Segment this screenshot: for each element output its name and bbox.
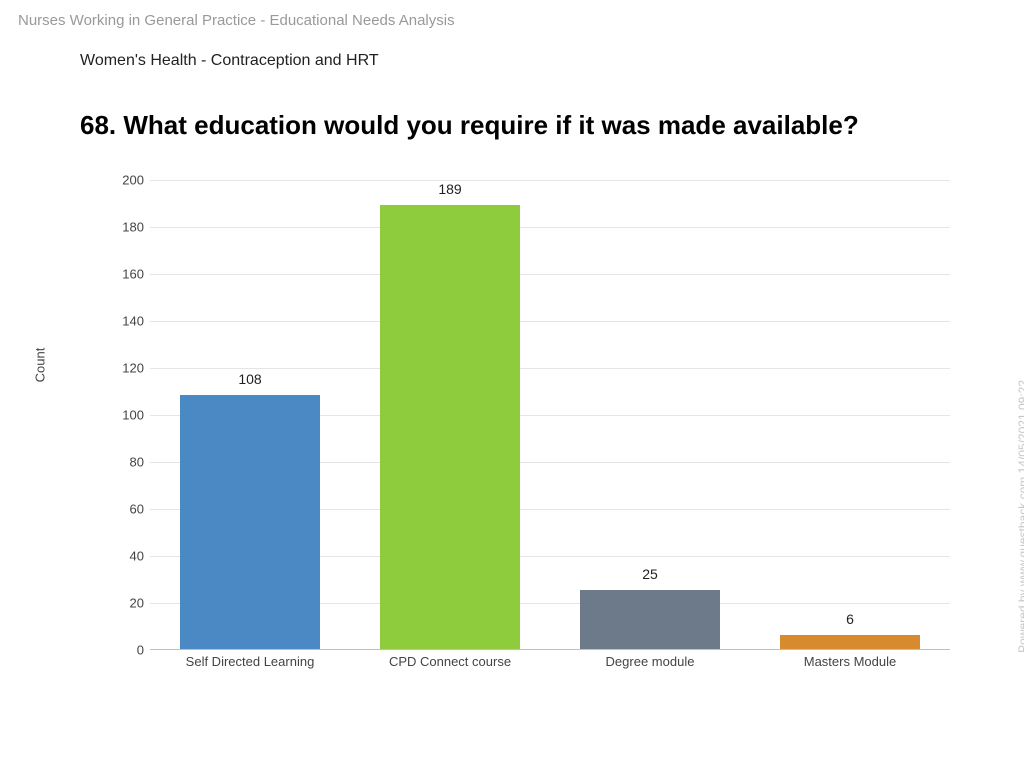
bar — [180, 395, 320, 649]
x-tick-label: CPD Connect course — [350, 654, 550, 669]
section-title: Women's Health - Contraception and HRT — [80, 52, 379, 70]
question-title: 68. What education would you require if … — [80, 110, 859, 141]
bar-slot: 6 — [750, 179, 950, 649]
bar — [780, 635, 920, 649]
bar-chart: Count 108189256 020406080100120140160180… — [80, 160, 960, 700]
y-tick-label: 80 — [110, 455, 144, 470]
bar-slot: 189 — [350, 179, 550, 649]
document-header: Nurses Working in General Practice - Edu… — [18, 12, 455, 29]
y-tick-label: 180 — [110, 220, 144, 235]
y-tick-label: 0 — [110, 643, 144, 658]
y-tick-label: 200 — [110, 173, 144, 188]
y-tick-label: 140 — [110, 314, 144, 329]
credit-text: Powered by www.questback.com 14/05/2021 … — [1016, 380, 1024, 653]
bar — [580, 590, 720, 649]
y-axis-title: Count — [33, 315, 48, 415]
y-tick-label: 160 — [110, 267, 144, 282]
bar-value-label: 108 — [150, 371, 350, 395]
plot-area: 108 189 256 — [150, 180, 950, 650]
bar-slot: 25 — [550, 179, 750, 649]
x-tick-label: Self Directed Learning — [150, 654, 350, 669]
bar-slot: 108 — [150, 179, 350, 649]
bar — [380, 205, 520, 649]
x-tick-label: Masters Module — [750, 654, 950, 669]
y-tick-label: 100 — [110, 408, 144, 423]
bar-value-label: 6 — [750, 611, 950, 635]
y-tick-label: 120 — [110, 361, 144, 376]
x-tick-label: Degree module — [550, 654, 750, 669]
bar-value-label: 189 — [350, 181, 550, 205]
bar-value-label: 25 — [550, 566, 750, 590]
y-tick-label: 40 — [110, 549, 144, 564]
y-tick-label: 60 — [110, 502, 144, 517]
y-tick-label: 20 — [110, 596, 144, 611]
